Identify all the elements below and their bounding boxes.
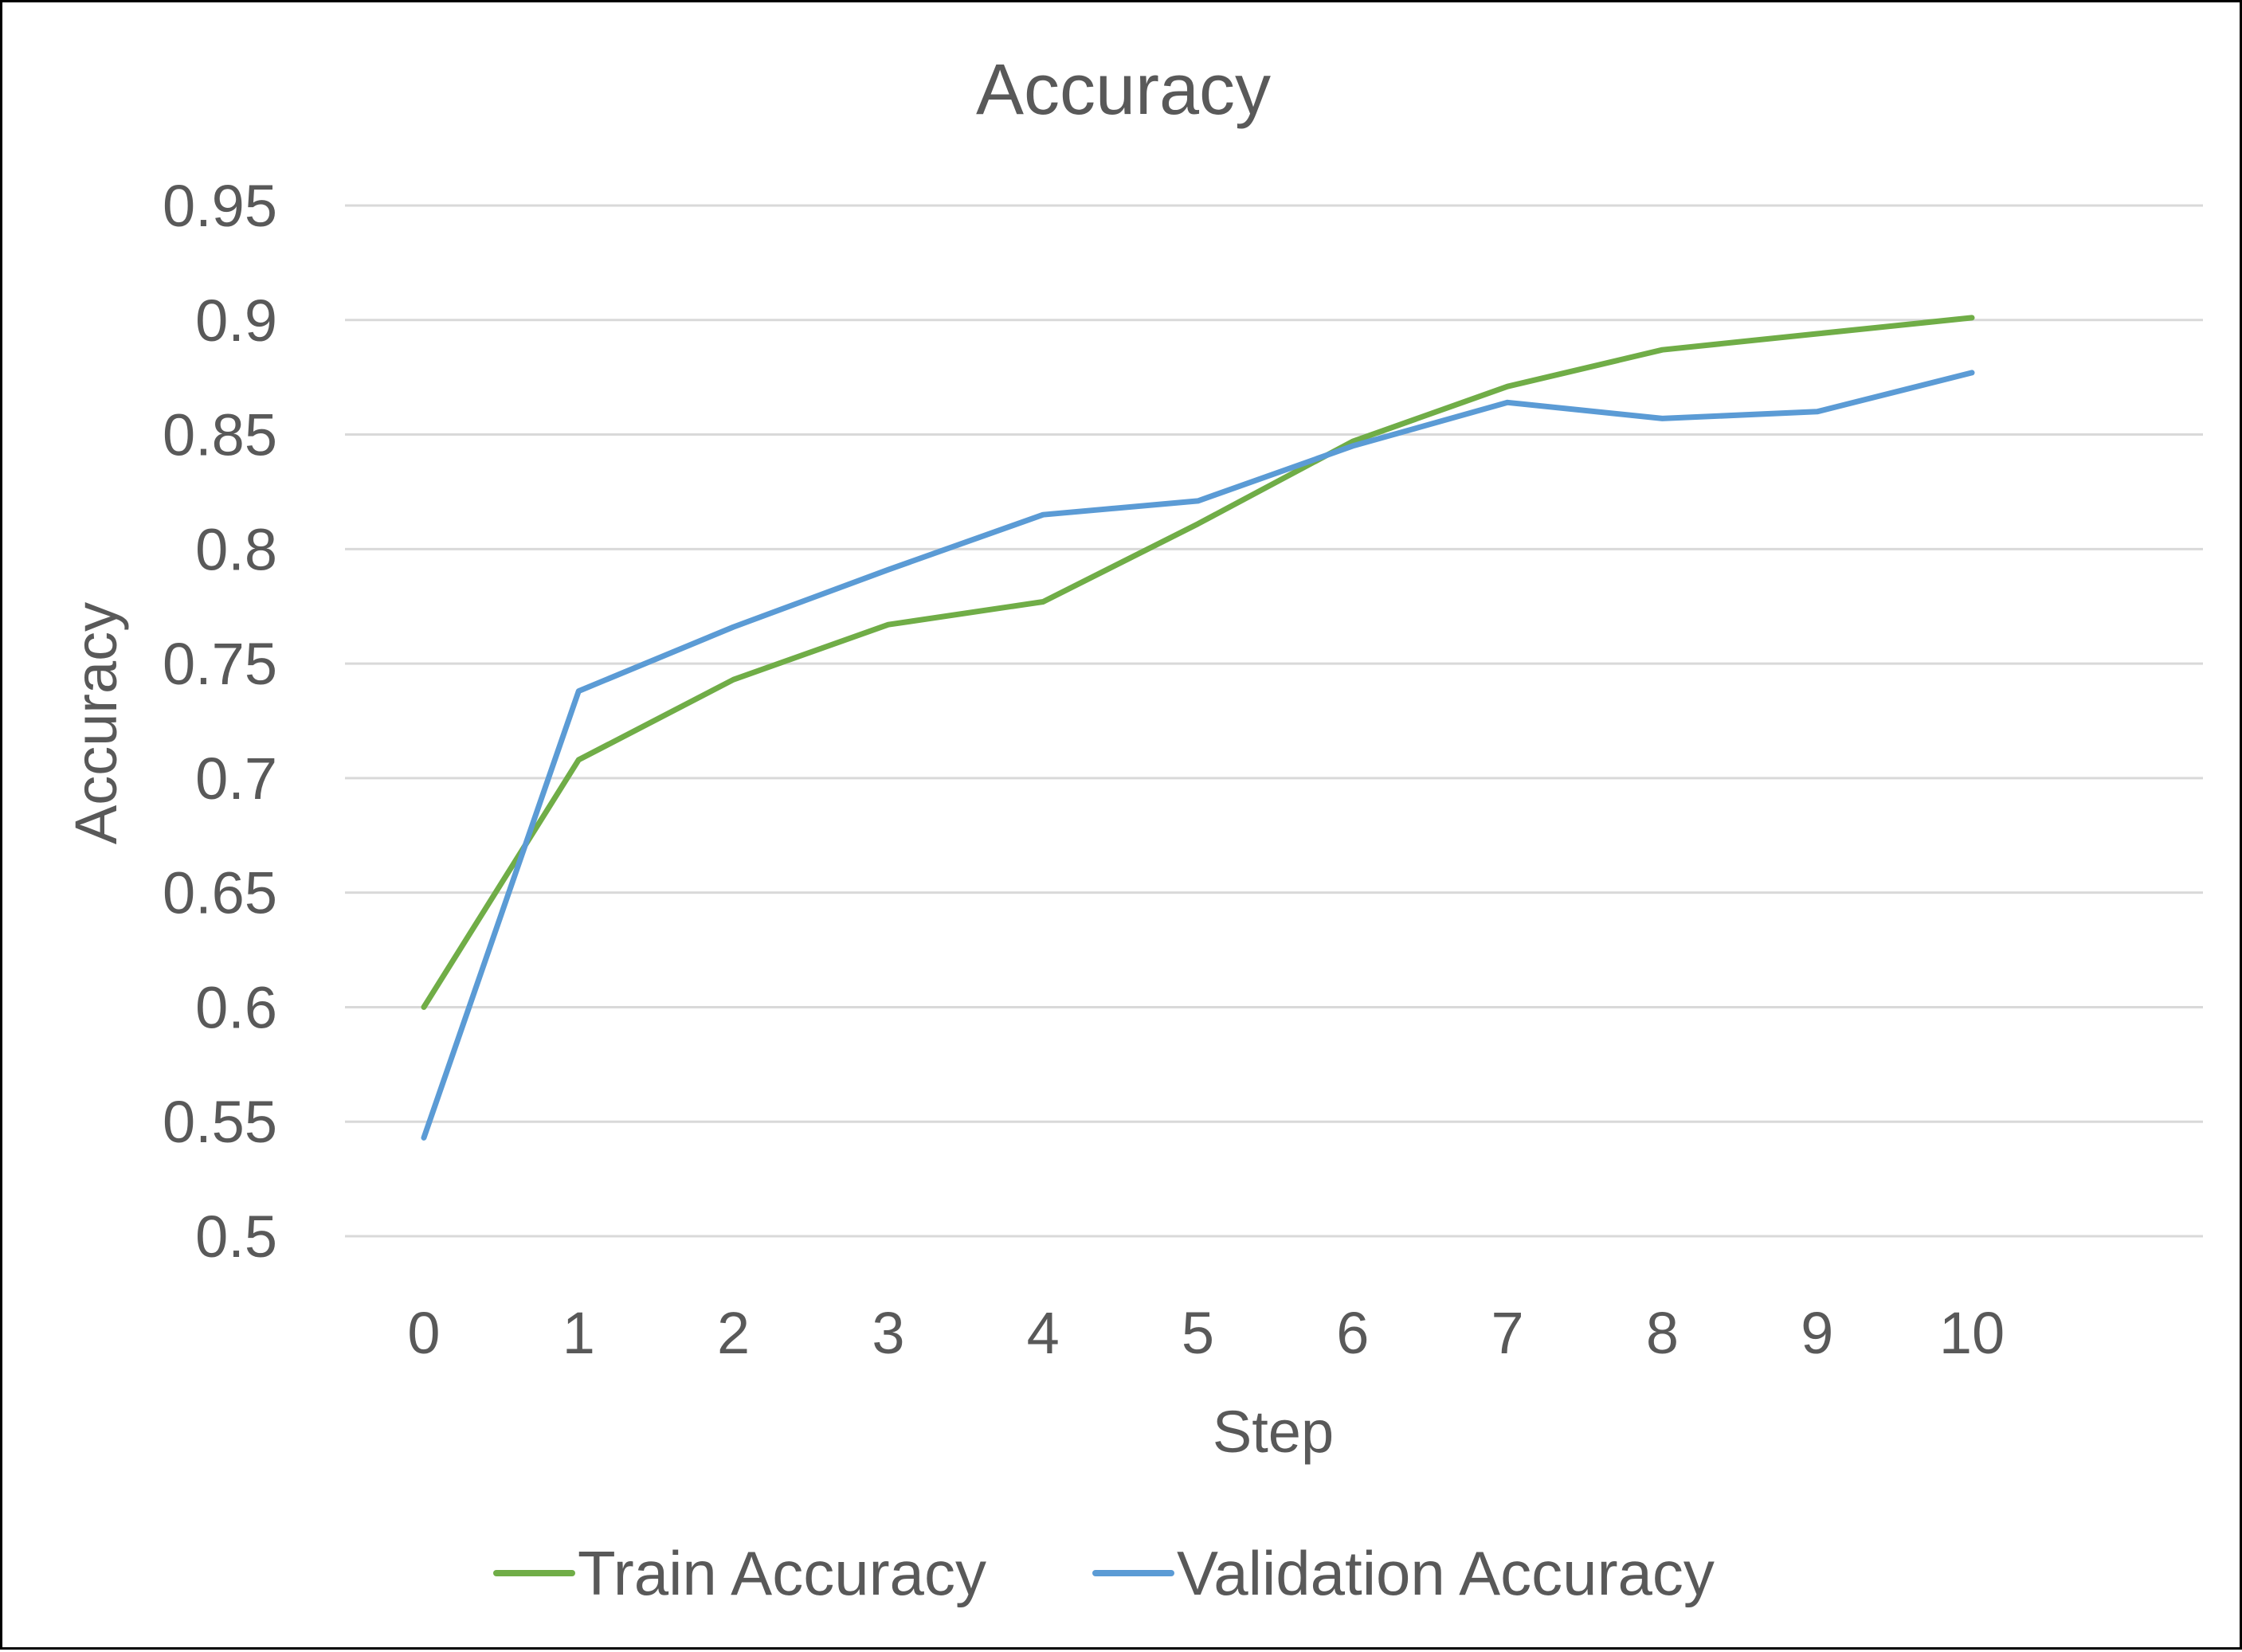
x-tick-label: 4 xyxy=(1027,1300,1060,1366)
series-line-validation-accuracy xyxy=(421,370,1975,1141)
y-axis-tick-labels: 0.95 0.9 0.85 0.8 0.75 0.7 0.65 0.6 0.55 0.5 xyxy=(163,173,277,1270)
y-tick-label: 0.8 xyxy=(195,516,277,582)
legend: Train Accuracy Validation Accuracy xyxy=(493,1538,1715,1608)
x-axis-title: Step xyxy=(1213,1399,1334,1465)
y-tick-label: 0.5 xyxy=(195,1204,277,1270)
x-tick-label: 3 xyxy=(872,1300,904,1366)
x-tick-label: 1 xyxy=(562,1300,595,1366)
y-tick-label: 0.6 xyxy=(195,974,277,1040)
y-tick-label: 0.95 xyxy=(163,173,277,239)
y-tick-label: 0.7 xyxy=(195,746,277,812)
y-tick-label: 0.75 xyxy=(163,631,277,697)
x-tick-label: 5 xyxy=(1182,1300,1214,1366)
x-tick-label: 2 xyxy=(717,1300,750,1366)
legend-label: Validation Accuracy xyxy=(1177,1538,1715,1608)
y-tick-label: 0.55 xyxy=(163,1089,277,1155)
x-tick-label: 9 xyxy=(1801,1300,1833,1366)
x-axis-tick-labels: 0 1 2 3 4 5 6 7 8 9 10 xyxy=(407,1300,2005,1366)
y-tick-label: 0.85 xyxy=(163,402,277,468)
y-axis-title: Accuracy xyxy=(63,602,129,844)
y-tick-label: 0.65 xyxy=(163,860,277,926)
x-tick-label: 10 xyxy=(1939,1300,2005,1366)
chart-title: Accuracy xyxy=(976,50,1271,130)
y-tick-label: 0.9 xyxy=(195,288,277,354)
x-tick-label: 8 xyxy=(1646,1300,1679,1366)
x-tick-label: 6 xyxy=(1336,1300,1369,1366)
gridlines xyxy=(345,204,2203,1238)
legend-label: Train Accuracy xyxy=(578,1538,986,1608)
x-tick-label: 7 xyxy=(1491,1300,1524,1366)
series-lines xyxy=(421,315,1975,1141)
series-line-train-accuracy xyxy=(421,315,1975,1010)
x-tick-label: 0 xyxy=(407,1300,440,1366)
